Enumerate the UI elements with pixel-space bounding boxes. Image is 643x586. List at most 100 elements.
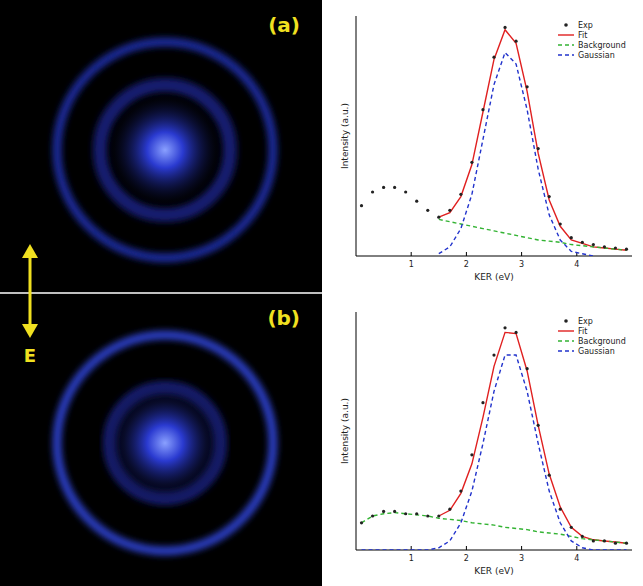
x-tick-label: 3 bbox=[519, 554, 524, 563]
data-point bbox=[581, 535, 584, 538]
chart: 1 2 3 4 KER (eV) Intensity (a.u.) ExpFitBackgr… bbox=[340, 16, 632, 282]
image-background bbox=[0, 293, 322, 586]
x-tick-label: 1 bbox=[409, 554, 414, 563]
legend: ExpFitBackgroundGaussian bbox=[558, 317, 626, 356]
x-tick-label: 4 bbox=[574, 260, 579, 269]
data-point bbox=[614, 542, 617, 545]
legend-label: Fit bbox=[578, 327, 587, 336]
data-point bbox=[426, 209, 429, 212]
field-arrow bbox=[22, 244, 38, 338]
data-point bbox=[548, 195, 551, 198]
data-point bbox=[404, 512, 407, 515]
x-tick-label: 4 bbox=[574, 554, 579, 563]
data-point bbox=[459, 193, 462, 196]
data-group bbox=[360, 26, 628, 256]
data-point bbox=[503, 26, 506, 29]
panel-label: (b) bbox=[267, 306, 300, 330]
x-tick-label: 2 bbox=[464, 260, 469, 269]
data-point bbox=[503, 326, 506, 329]
data-point bbox=[559, 222, 562, 225]
data-point bbox=[404, 190, 407, 193]
y-axis bbox=[356, 312, 357, 550]
image-panel bbox=[0, 293, 322, 586]
data-point bbox=[393, 186, 396, 189]
legend-symbol bbox=[558, 350, 574, 351]
data-point bbox=[548, 474, 551, 477]
data-point bbox=[371, 514, 374, 517]
legend-label: Background bbox=[578, 41, 626, 50]
legend-symbol bbox=[564, 319, 568, 323]
x-tick bbox=[466, 546, 467, 550]
data-point bbox=[625, 248, 628, 251]
x-tick bbox=[521, 252, 522, 256]
y-axis-title: Intensity (a.u.) bbox=[340, 103, 350, 169]
legend-symbol bbox=[558, 44, 574, 45]
x-axis-title: KER (eV) bbox=[474, 272, 513, 282]
x-tick bbox=[466, 252, 467, 256]
series-line bbox=[439, 332, 627, 543]
chart: 1 2 3 4 KER (eV) Intensity (a.u.) ExpFitBackgr… bbox=[340, 312, 632, 576]
legend-symbol bbox=[564, 23, 568, 27]
data-point bbox=[592, 243, 595, 246]
x-tick bbox=[411, 252, 412, 256]
data-point bbox=[603, 539, 606, 542]
x-axis-title: KER (eV) bbox=[474, 566, 513, 576]
x-tick-label: 1 bbox=[409, 260, 414, 269]
legend: ExpFitBackgroundGaussian bbox=[558, 21, 626, 60]
data-point bbox=[470, 453, 473, 456]
x-tick-label: 3 bbox=[519, 260, 524, 269]
data-point bbox=[514, 331, 517, 334]
data-point bbox=[470, 161, 473, 164]
data-point bbox=[426, 514, 429, 517]
data-point bbox=[382, 510, 385, 513]
data-point bbox=[526, 85, 529, 88]
legend-label: Exp bbox=[578, 317, 593, 326]
data-point bbox=[371, 190, 374, 193]
data-point bbox=[570, 236, 573, 239]
center-glow bbox=[105, 383, 225, 503]
x-tick bbox=[576, 546, 577, 550]
y-axis-title: Intensity (a.u.) bbox=[340, 398, 350, 464]
legend-symbol bbox=[558, 34, 574, 35]
legend-label: Background bbox=[578, 337, 626, 346]
legend-label: Gaussian bbox=[578, 51, 615, 60]
plot-area bbox=[356, 312, 632, 550]
x-tick bbox=[521, 546, 522, 550]
data-point bbox=[481, 108, 484, 111]
data-point bbox=[415, 200, 418, 203]
data-point bbox=[360, 521, 363, 524]
legend-symbol bbox=[558, 54, 574, 55]
data-point bbox=[415, 512, 418, 515]
data-point bbox=[614, 246, 617, 249]
series-line bbox=[362, 355, 627, 550]
field-label: E bbox=[24, 345, 36, 366]
data-point bbox=[448, 209, 451, 212]
series-line bbox=[362, 513, 627, 544]
data-point bbox=[592, 539, 595, 542]
legend-label: Exp bbox=[578, 21, 593, 30]
data-group bbox=[360, 326, 628, 550]
data-point bbox=[492, 56, 495, 59]
outer-ring bbox=[57, 335, 273, 551]
image-panel bbox=[0, 0, 322, 293]
data-point bbox=[448, 508, 451, 511]
image-background bbox=[0, 0, 322, 293]
data-point bbox=[514, 40, 517, 43]
legend-label: Fit bbox=[578, 31, 587, 40]
series-line bbox=[439, 219, 627, 250]
x-tick-label: 2 bbox=[464, 554, 469, 563]
divider bbox=[0, 292, 322, 294]
legend-label: Gaussian bbox=[578, 347, 615, 356]
data-point bbox=[481, 401, 484, 404]
data-point bbox=[625, 542, 628, 545]
figure: (a)(b)E1234KER (eV)Intensity (a.u.)ExpFi… bbox=[0, 0, 643, 586]
data-point bbox=[570, 526, 573, 529]
data-point bbox=[437, 216, 440, 219]
y-axis bbox=[356, 16, 357, 256]
data-point bbox=[393, 510, 396, 513]
data-point bbox=[360, 204, 363, 207]
outer-ring bbox=[57, 42, 273, 258]
data-point bbox=[559, 508, 562, 511]
data-point bbox=[492, 353, 495, 356]
data-point bbox=[537, 424, 540, 427]
